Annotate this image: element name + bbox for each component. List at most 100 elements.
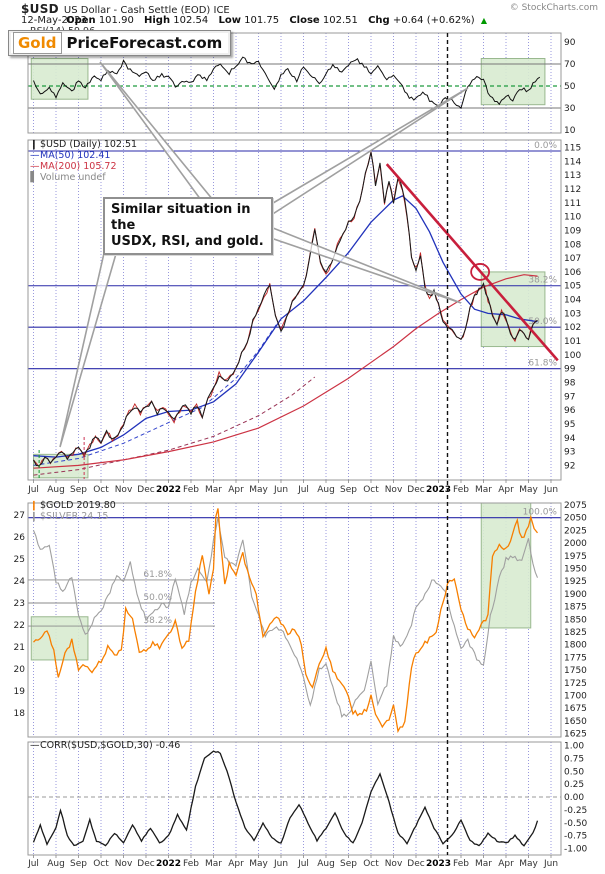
svg-text:2023: 2023 — [426, 859, 451, 869]
ma200-line-icon: — — [30, 161, 40, 172]
ma200-line — [33, 274, 538, 469]
svg-text:1875: 1875 — [564, 603, 587, 613]
svg-text:30: 30 — [564, 104, 576, 114]
x-axis-labels: Jul Aug Sep Oct Nov Dec 2022 Feb Mar Apr May Jun Jul… — [27, 480, 558, 869]
price-panel: 0.0% 38.2% 50.0% 61.8% 115 114 113 112 111 110 109… — [28, 141, 581, 479]
svg-text:-1.00: -1.00 — [564, 845, 588, 855]
usd-legend: ❙ $USD (Daily) 102.51 — [30, 139, 138, 150]
svg-text:1700: 1700 — [564, 692, 587, 702]
svg-text:-0.75: -0.75 — [564, 832, 587, 842]
svg-text:Aug: Aug — [47, 485, 65, 495]
svg-text:-0.50: -0.50 — [564, 819, 588, 829]
svg-text:0.00: 0.00 — [564, 793, 584, 803]
volume-legend: ▌ Volume undef — [30, 172, 106, 183]
svg-text:24: 24 — [14, 577, 26, 587]
svg-text:99: 99 — [564, 365, 576, 375]
corr-line-icon: — — [30, 740, 40, 751]
watermark-site-word: PriceForecast.com — [66, 34, 223, 52]
svg-text:110: 110 — [564, 213, 581, 223]
annotation-callout: Similar situation in the USDX, RSI, and … — [103, 197, 273, 255]
svg-text:Jun: Jun — [273, 485, 288, 495]
svg-text:38.2%: 38.2% — [143, 616, 172, 626]
svg-text:113: 113 — [564, 171, 581, 181]
corr-line — [32, 750, 539, 847]
ma50-line-icon: — — [30, 150, 40, 161]
low-label: Low — [218, 15, 241, 26]
callout-arrow-wedge — [59, 239, 122, 448]
up-triangle-icon: ▲ — [480, 16, 487, 25]
svg-text:100.0%: 100.0% — [523, 508, 558, 518]
open-value: 101.90 — [98, 15, 134, 26]
svg-text:May: May — [519, 859, 538, 869]
svg-text:2025: 2025 — [564, 526, 587, 536]
svg-text:93: 93 — [564, 448, 575, 458]
svg-text:109: 109 — [564, 226, 581, 236]
ma200-legend: —MA(200) 105.72 — [30, 161, 117, 172]
svg-text:-0.25: -0.25 — [564, 806, 587, 816]
svg-text:102: 102 — [564, 323, 581, 333]
svg-text:Mar: Mar — [475, 485, 492, 495]
dashed-red-curve — [33, 376, 316, 476]
callout-arrow-wedge — [99, 61, 215, 201]
svg-text:Nov: Nov — [115, 485, 133, 495]
svg-text:2022: 2022 — [156, 485, 181, 495]
svg-text:May: May — [519, 485, 538, 495]
svg-text:27: 27 — [14, 511, 25, 521]
svg-text:May: May — [249, 859, 268, 869]
svg-text:May: May — [249, 485, 268, 495]
close-value: 102.51 — [322, 15, 358, 26]
open-label: Open — [66, 15, 96, 26]
svg-text:103: 103 — [564, 309, 581, 319]
month-gridlines — [33, 33, 552, 855]
breakout-ellipse — [470, 263, 491, 281]
panel-frames — [27, 32, 562, 856]
svg-text:2023: 2023 — [426, 485, 451, 495]
svg-text:1775: 1775 — [564, 653, 587, 663]
gold-legend: ❙ $GOLD 2019.80 — [30, 500, 116, 511]
svg-text:1950: 1950 — [564, 565, 587, 575]
watermark-gold-word: Gold — [13, 32, 62, 54]
chart-date: 12-May-2023 — [21, 15, 87, 26]
svg-text:114: 114 — [564, 157, 581, 167]
svg-text:2022: 2022 — [156, 859, 181, 869]
svg-text:Feb: Feb — [183, 859, 199, 869]
svg-text:1.00: 1.00 — [564, 742, 584, 752]
ohlc-quote-bar: Open 101.90 High 102.54 Low 101.75 Close… — [59, 15, 487, 26]
svg-text:Oct: Oct — [363, 859, 379, 869]
usd-candles-black — [33, 152, 538, 467]
svg-text:108: 108 — [564, 240, 581, 250]
svg-text:96: 96 — [564, 406, 576, 416]
svg-text:0.75: 0.75 — [564, 754, 584, 764]
ticker-description: US Dollar - Cash Settle (EOD) ICE — [63, 5, 230, 16]
goldpriceforecast-watermark: Gold PriceForecast.com — [8, 30, 232, 56]
ticker-symbol: $USD — [21, 2, 59, 16]
svg-text:Aug: Aug — [317, 859, 335, 869]
svg-text:0.25: 0.25 — [564, 780, 584, 790]
svg-text:61.8%: 61.8% — [528, 359, 557, 369]
svg-text:1825: 1825 — [564, 628, 587, 638]
svg-text:2000: 2000 — [564, 539, 587, 549]
ma50-line — [33, 195, 538, 458]
svg-text:Mar: Mar — [205, 485, 222, 495]
svg-text:18: 18 — [14, 709, 26, 719]
svg-text:Sep: Sep — [340, 485, 357, 495]
silver-legend: ❙ $SILVER 24.15 — [30, 511, 109, 522]
ma50-legend: —MA(50) 102.41 — [30, 150, 111, 161]
chart-header: $USD US Dollar - Cash Settle (EOD) ICE — [21, 2, 597, 16]
svg-text:1725: 1725 — [564, 679, 587, 689]
gold-panel: 100.0%61.8%50.0%38.2%2075205020252000197… — [14, 501, 588, 740]
svg-text:50.0%: 50.0% — [528, 317, 557, 327]
svg-text:Apr: Apr — [498, 859, 514, 869]
svg-text:1625: 1625 — [564, 730, 587, 740]
chg-label: Chg — [368, 15, 390, 26]
annotation-line2: USDX, RSI, and gold. — [111, 233, 264, 249]
svg-text:112: 112 — [564, 185, 581, 195]
svg-text:Dec: Dec — [137, 485, 154, 495]
svg-text:105: 105 — [564, 282, 581, 292]
svg-text:Sep: Sep — [340, 859, 357, 869]
svg-text:Apr: Apr — [228, 859, 244, 869]
svg-text:1675: 1675 — [564, 704, 587, 714]
svg-text:21: 21 — [14, 643, 25, 653]
corr-panel: 1.00 0.75 0.50 0.25 0.00 -0.25 -0.50 -0.75 -1.00 — [28, 742, 588, 855]
